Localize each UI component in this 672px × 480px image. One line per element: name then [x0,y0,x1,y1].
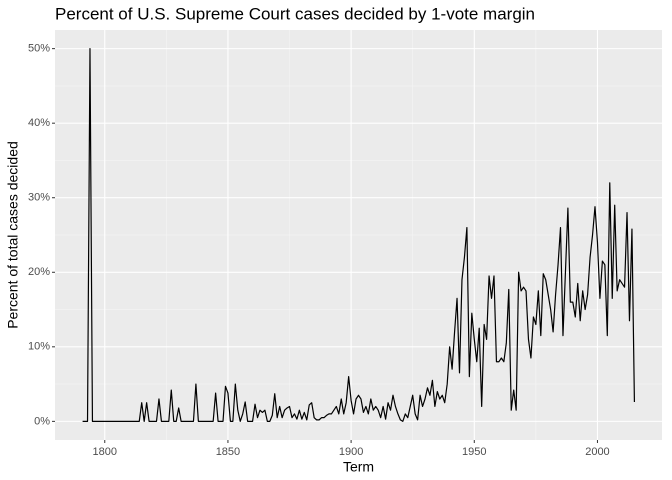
data-line [82,48,636,422]
y-tick-label: 20% [28,266,50,278]
x-tick-label: 1900 [339,446,363,458]
x-axis-title: Term [343,459,374,475]
x-tick-label: 1850 [216,446,240,458]
y-tick-label: 30% [28,192,50,204]
x-tick-label: 1800 [93,446,117,458]
y-tick-label: 10% [28,341,50,353]
y-tick-label: 50% [28,43,50,55]
x-tick-label: 2000 [585,446,609,458]
y-tick-label: 40% [28,117,50,129]
x-tick-label: 1950 [462,446,486,458]
y-tick-label: 0% [34,415,50,427]
y-axis-title: Percent of total cases decided [5,141,21,329]
chart-title: Percent of U.S. Supreme Court cases deci… [55,4,535,23]
